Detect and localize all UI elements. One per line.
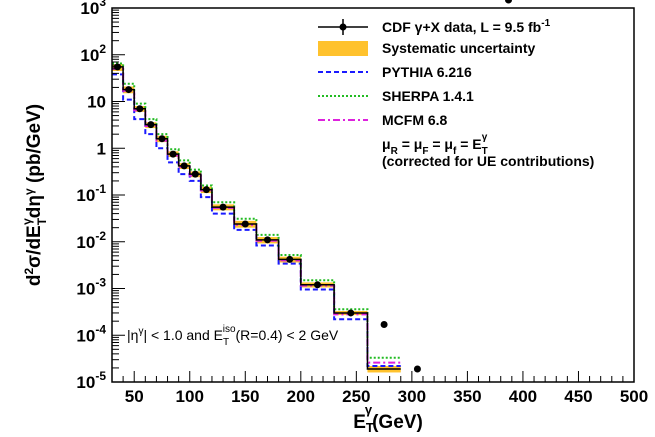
- data-point: [180, 162, 188, 170]
- y-axis-title: d2σ/dETγdηγ (pb/GeV): [20, 104, 49, 286]
- data-point: [286, 255, 294, 263]
- data-point: [158, 135, 166, 143]
- legend-label-systematic: Systematic uncertainty: [382, 40, 535, 56]
- legend-item-mcfm: MCFM 6.8: [318, 112, 448, 128]
- data-point: [125, 86, 133, 94]
- legend-ue-note: (corrected for UE contributions): [382, 153, 594, 169]
- x-tick-label: 500: [620, 387, 648, 406]
- data-point: [202, 186, 210, 194]
- data-point: [241, 220, 249, 228]
- x-tick-label: 150: [231, 387, 259, 406]
- x-axis-title: ETγ(GeV): [353, 402, 423, 435]
- data-point: [263, 236, 271, 244]
- data-point: [147, 121, 155, 129]
- y-tick-label: 10-1: [76, 182, 106, 205]
- legend: CDF γ+X data, L = 9.5 fb-1 Systematic un…: [318, 18, 594, 169]
- plot-background: [112, 8, 634, 382]
- x-tick-label: 450: [564, 387, 592, 406]
- legend-label-sherpa: SHERPA 1.4.1: [382, 88, 474, 104]
- data-point: [219, 203, 227, 211]
- y-tick-label: 10-2: [76, 229, 106, 252]
- legend-item-data: CDF γ+X data, L = 9.5 fb-1: [318, 18, 551, 35]
- data-point: [169, 150, 177, 158]
- data-point: [136, 105, 144, 113]
- legend-item-pythia: PYTHIA 6.216: [318, 64, 472, 80]
- legend-item-systematic: Systematic uncertainty: [318, 40, 535, 56]
- data-point: [191, 170, 199, 178]
- x-tick-label: 100: [176, 387, 204, 406]
- x-tick-label: 400: [509, 387, 537, 406]
- data-point: [313, 281, 321, 289]
- data-point: [347, 309, 355, 317]
- x-axis-ticks: 50 100 150 200 250 300 350 400 450 500: [122, 371, 648, 406]
- x-tick-label: 350: [453, 387, 481, 406]
- y-tick-label: 102: [80, 42, 106, 65]
- data-point: [114, 63, 122, 71]
- data-point: [380, 320, 388, 328]
- data-point: [413, 365, 421, 373]
- y-tick-label: 103: [80, 0, 106, 18]
- y-tick-label: 1: [97, 139, 106, 158]
- y-tick-label: 10-4: [76, 322, 106, 345]
- data-points-group: [114, 0, 512, 373]
- legend-label-pythia: PYTHIA 6.216: [382, 64, 472, 80]
- y-tick-label: 10-5: [76, 369, 106, 392]
- x-tick-label: 250: [342, 387, 370, 406]
- y-tick-label: 10-3: [76, 276, 106, 299]
- x-tick-label: 50: [125, 387, 144, 406]
- series-group: [112, 62, 401, 370]
- series-cdf: [112, 66, 401, 370]
- x-tick-label: 300: [398, 387, 426, 406]
- x-tick-label: 200: [287, 387, 315, 406]
- legend-item-sherpa: SHERPA 1.4.1: [318, 88, 474, 104]
- legend-label-data: CDF γ+X data, L = 9.5 fb-1: [382, 18, 551, 35]
- y-axis-ticks: 10-5 10-4 10-3 10-2 10-1 1 10 102 103: [76, 0, 125, 392]
- y-tick-label: 10: [87, 93, 106, 112]
- legend-label-mcfm: MCFM 6.8: [382, 112, 448, 128]
- data-point: [504, 0, 512, 4]
